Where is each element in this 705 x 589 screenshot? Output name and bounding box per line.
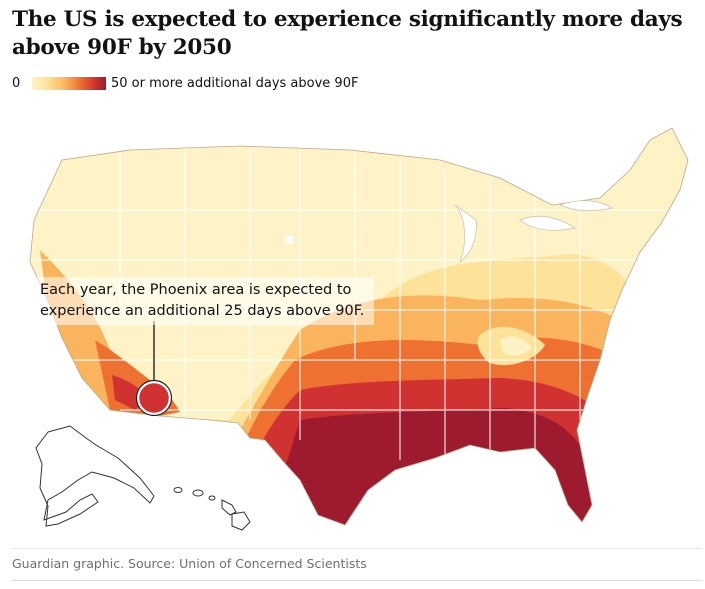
appalachian-core — [500, 336, 532, 356]
footer-divider — [12, 548, 702, 549]
source-credit: Guardian graphic. Source: Union of Conce… — [12, 556, 367, 571]
phoenix-marker[interactable] — [136, 380, 172, 416]
chart-title: The US is expected to experience signifi… — [12, 7, 683, 60]
hawaii-island — [231, 511, 251, 531]
hawaii-island — [208, 495, 216, 501]
color-legend: 0 50 or more additional days above 90F — [12, 74, 358, 92]
map-container — [0, 96, 705, 546]
hawaii-island — [221, 499, 237, 516]
lake-ontario — [559, 200, 613, 212]
phoenix-annotation: Each year, the Phoenix area is expected … — [34, 277, 374, 325]
alaska-outline — [35, 425, 155, 527]
legend-color-scale — [32, 76, 106, 90]
legend-min-label: 0 — [12, 75, 21, 91]
hawaii-island — [192, 489, 204, 497]
white-spot — [285, 236, 293, 244]
lake-michigan — [454, 204, 477, 263]
bottom-divider — [12, 580, 702, 581]
lake-erie — [519, 216, 576, 231]
heat-zone-dark — [30, 408, 688, 525]
hawaii-island — [173, 487, 183, 493]
us-heat-map — [29, 127, 689, 531]
hawaii-outline — [173, 487, 251, 531]
phoenix-marker-ring — [135, 379, 173, 417]
us-outline — [29, 127, 689, 526]
legend-max-label: 50 or more additional days above 90F — [111, 75, 359, 91]
